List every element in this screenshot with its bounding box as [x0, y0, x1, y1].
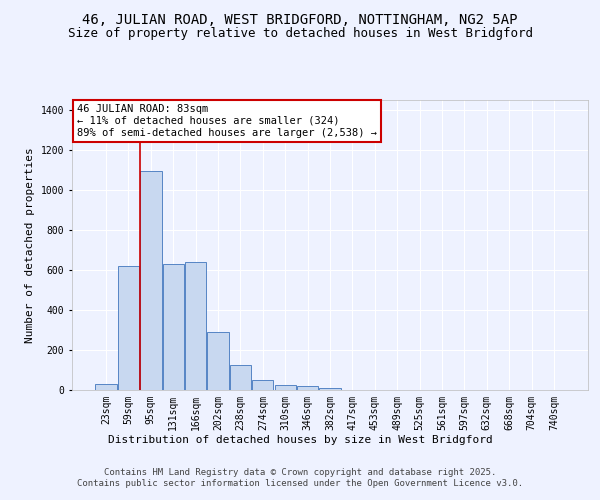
- Bar: [297, 386, 318, 390]
- Text: Size of property relative to detached houses in West Bridgford: Size of property relative to detached ho…: [67, 28, 533, 40]
- Y-axis label: Number of detached properties: Number of detached properties: [25, 147, 35, 343]
- Bar: [252, 380, 274, 390]
- Bar: [140, 171, 161, 390]
- Bar: [185, 262, 206, 390]
- Bar: [230, 365, 251, 390]
- Text: Contains HM Land Registry data © Crown copyright and database right 2025.
Contai: Contains HM Land Registry data © Crown c…: [77, 468, 523, 487]
- Text: 46 JULIAN ROAD: 83sqm
← 11% of detached houses are smaller (324)
89% of semi-det: 46 JULIAN ROAD: 83sqm ← 11% of detached …: [77, 104, 377, 138]
- Bar: [163, 264, 184, 390]
- Bar: [118, 266, 139, 390]
- Bar: [275, 385, 296, 390]
- Bar: [319, 388, 341, 390]
- Bar: [208, 332, 229, 390]
- Text: 46, JULIAN ROAD, WEST BRIDGFORD, NOTTINGHAM, NG2 5AP: 46, JULIAN ROAD, WEST BRIDGFORD, NOTTING…: [82, 12, 518, 26]
- Text: Distribution of detached houses by size in West Bridgford: Distribution of detached houses by size …: [107, 435, 493, 445]
- Bar: [95, 384, 117, 390]
